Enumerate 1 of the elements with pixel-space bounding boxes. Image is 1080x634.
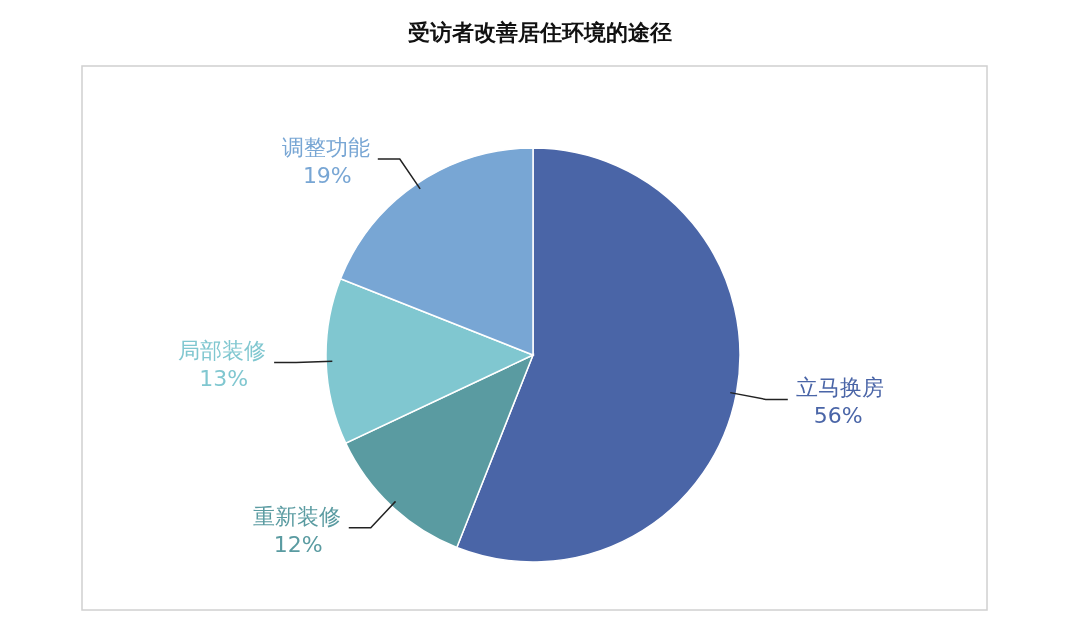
- chart-title: 受访者改善居住环境的途径: [408, 19, 672, 45]
